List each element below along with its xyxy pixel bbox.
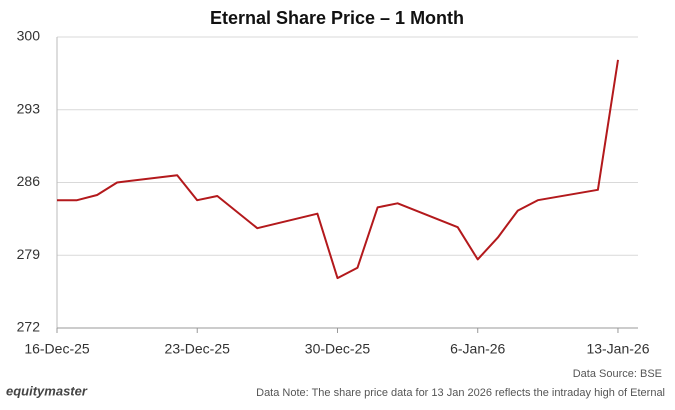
y-tick-label: 272 <box>17 319 41 335</box>
brand: equitymaster <box>6 383 88 398</box>
chart-title: Eternal Share Price – 1 Month <box>210 8 464 28</box>
y-tick-label: 279 <box>17 246 41 262</box>
price-line <box>57 59 619 280</box>
x-tick-label: 30-Dec-25 <box>305 341 371 357</box>
x-tick-label: 6-Jan-26 <box>450 341 505 357</box>
y-tick-label: 286 <box>17 173 41 189</box>
y-tick-label: 293 <box>17 100 41 116</box>
source: Data Source: BSE <box>573 368 662 380</box>
x-tick-label: 23-Dec-25 <box>165 341 231 357</box>
note: Data Note: The share price data for 13 J… <box>256 387 665 399</box>
y-tick-label: 300 <box>17 28 41 44</box>
x-tick-label: 16-Dec-25 <box>24 341 90 357</box>
x-tick-label: 13-Jan-26 <box>586 341 649 357</box>
